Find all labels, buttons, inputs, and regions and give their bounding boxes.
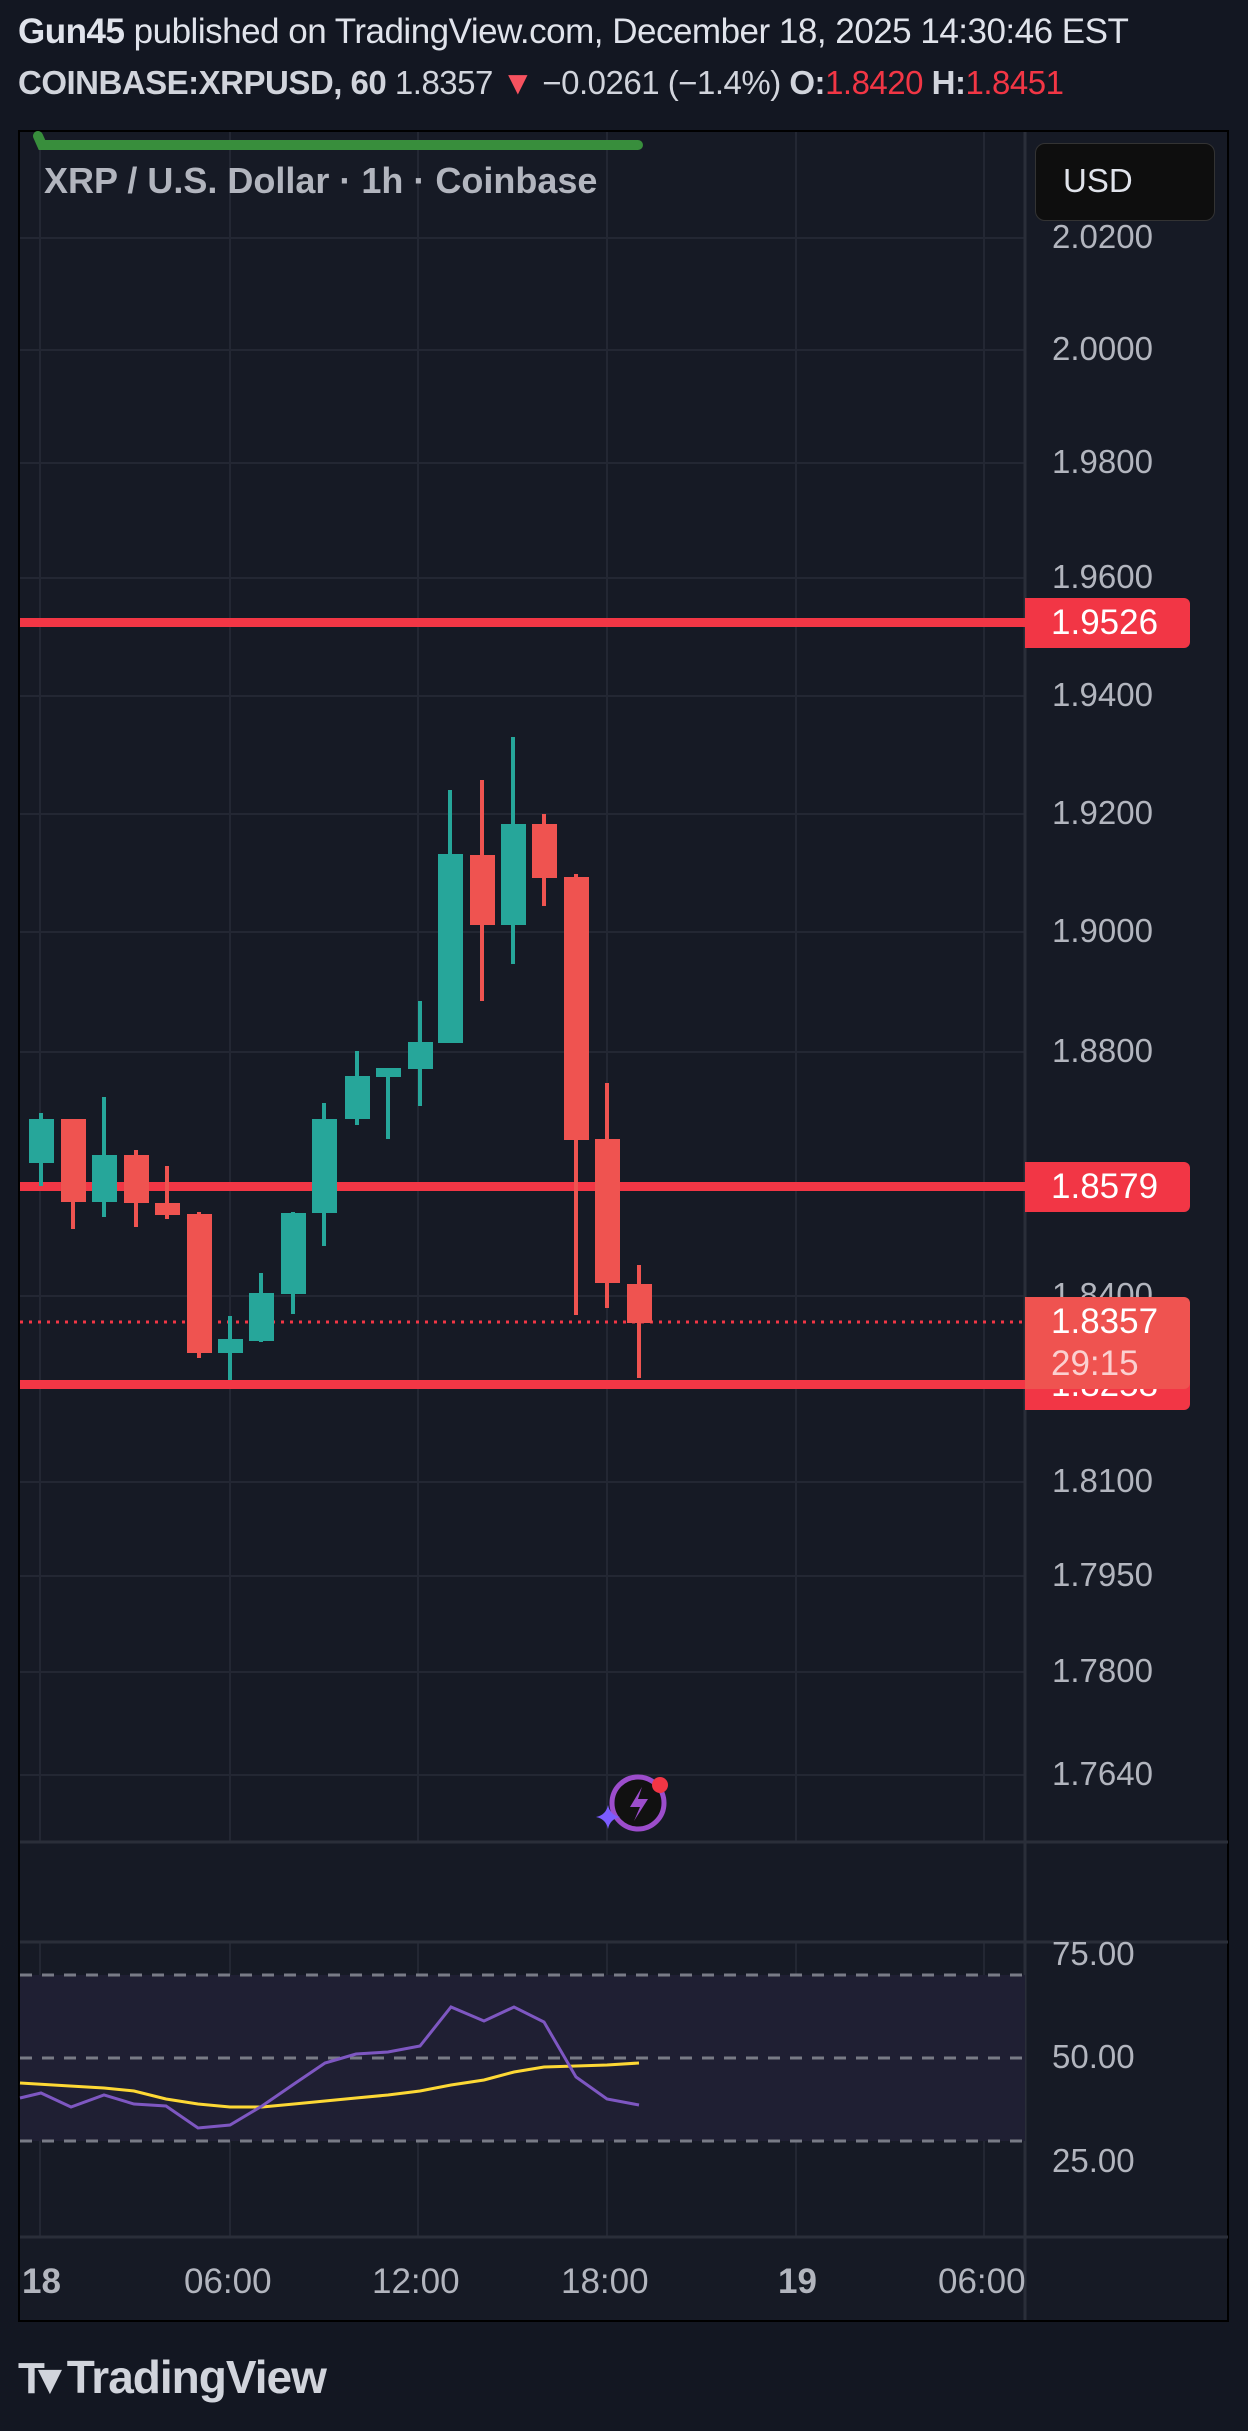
candle <box>218 1339 243 1353</box>
price-tick: 2.0000 <box>1052 330 1153 367</box>
current-price-tag: 1.8357 <box>1051 1302 1159 1341</box>
price-tick: 2.0200 <box>1052 218 1153 255</box>
price-tick: 1.7800 <box>1052 1652 1153 1689</box>
candle <box>627 1284 652 1323</box>
price-tick: 1.9000 <box>1052 912 1153 949</box>
candles <box>29 737 652 1380</box>
last-price: 1.8357 <box>394 64 493 101</box>
currency-button[interactable]: USD <box>1035 143 1215 221</box>
candle <box>155 1203 180 1215</box>
candle <box>281 1213 306 1294</box>
author-name[interactable]: Gun45 <box>18 12 125 51</box>
price-tick: 1.9200 <box>1052 794 1153 831</box>
price-change: −0.0261 (−1.4%) <box>542 64 781 101</box>
down-triangle-icon: ▼ <box>501 64 535 101</box>
rsi-line <box>19 2005 640 2130</box>
candle <box>187 1214 212 1353</box>
time-tick: 19 <box>778 2262 817 2301</box>
candle <box>124 1155 149 1203</box>
high-value: 1.8451 <box>965 64 1064 101</box>
tradingview-logo[interactable]: T▾ TradingView <box>18 2350 327 2404</box>
price-tick: 1.8800 <box>1052 1032 1153 1069</box>
time-tick: 06:00 <box>184 2262 272 2301</box>
price-tick: 1.9600 <box>1052 558 1153 595</box>
price-tick: 1.7640 <box>1052 1755 1153 1792</box>
candle <box>564 877 589 1140</box>
price-tick: 1.8100 <box>1052 1462 1153 1499</box>
current-price-label: 1.8357 29:15 <box>1025 1297 1190 1389</box>
publish-text: published on TradingView.com, December 1… <box>133 12 1129 51</box>
horizontal-levels <box>20 618 1025 1389</box>
candle <box>501 824 526 925</box>
symbol-info: COINBASE:XRPUSD, 60 1.8357 ▼ −0.0261 (−1… <box>18 64 1064 102</box>
symbol-name: COINBASE:XRPUSD, 60 <box>18 64 387 101</box>
candle <box>595 1139 620 1283</box>
time-tick: 12:00 <box>372 2262 460 2301</box>
ai-assistant-icon[interactable] <box>590 1765 680 1845</box>
time-tick: 18 <box>22 2262 61 2301</box>
chart-legend: XRP / U.S. Dollar · 1h · Coinbase <box>44 160 598 201</box>
rsi-tick: 25.00 <box>1052 2142 1135 2179</box>
candle <box>470 855 495 925</box>
high-label: H: <box>931 64 966 101</box>
candle <box>438 854 463 1043</box>
logo-text: TradingView <box>66 2351 327 2403</box>
candle <box>92 1155 117 1202</box>
candle <box>408 1042 433 1069</box>
countdown: 29:15 <box>1051 1344 1139 1383</box>
candle <box>312 1119 337 1213</box>
open-value: 1.8420 <box>825 64 923 101</box>
time-tick: 06:00 <box>938 2262 1026 2301</box>
price-tick: 1.9800 <box>1052 443 1153 480</box>
publish-info: Gun45 published on TradingView.com, Dece… <box>18 12 1129 52</box>
price-tick: 1.7950 <box>1052 1556 1153 1593</box>
candle <box>249 1293 274 1341</box>
chart-frame <box>18 130 1229 2322</box>
rsi-tick: 50.00 <box>1052 2038 1135 2075</box>
open-label: O: <box>789 64 826 101</box>
candle <box>61 1119 86 1202</box>
drawing-line <box>33 131 643 150</box>
candle <box>29 1119 54 1163</box>
rsi-tick: 75.00 <box>1052 1935 1135 1972</box>
time-tick: 18:00 <box>561 2262 649 2301</box>
candle <box>345 1076 370 1119</box>
price-tick: 1.9400 <box>1052 676 1153 713</box>
candle <box>532 824 557 878</box>
rsi-ma-line <box>19 2061 640 2109</box>
candle <box>376 1068 401 1077</box>
level-price-tag: 1.8579 <box>1025 1162 1190 1212</box>
tv-logo-icon: T▾ <box>18 2354 61 2403</box>
level-price-tag: 1.9526 <box>1025 598 1190 648</box>
